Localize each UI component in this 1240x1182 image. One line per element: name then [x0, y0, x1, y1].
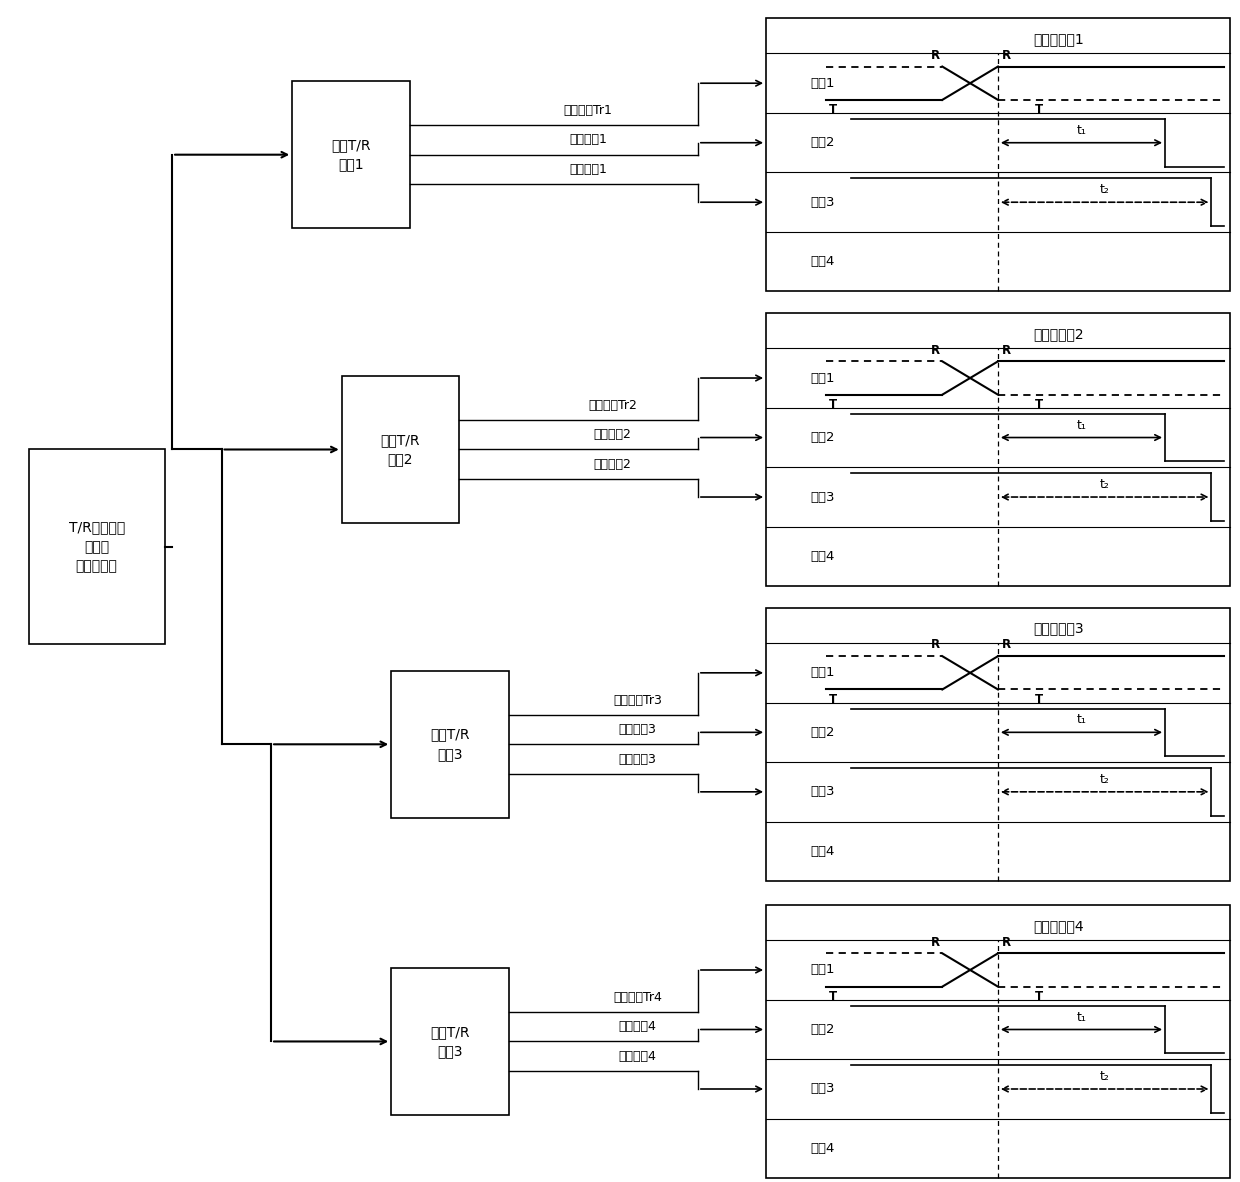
- Text: t₂: t₂: [1100, 1070, 1110, 1083]
- Text: 通道3: 通道3: [811, 785, 836, 798]
- Text: 数字示波器4: 数字示波器4: [1033, 918, 1084, 933]
- FancyBboxPatch shape: [766, 608, 1230, 881]
- FancyBboxPatch shape: [342, 376, 459, 524]
- Text: R: R: [1002, 344, 1011, 357]
- Text: 收发切换Tr4: 收发切换Tr4: [613, 991, 662, 1004]
- Text: 数字T/R
组件3: 数字T/R 组件3: [430, 1025, 470, 1058]
- Text: 数字T/R
组件1: 数字T/R 组件1: [331, 138, 371, 171]
- Text: 收发切换Tr3: 收发切换Tr3: [613, 694, 662, 707]
- Text: 通道2: 通道2: [811, 431, 836, 444]
- Text: 接收输出2: 接收输出2: [594, 457, 631, 470]
- Text: 通道3: 通道3: [811, 196, 836, 209]
- Text: 接收输出4: 接收输出4: [619, 1020, 656, 1033]
- Text: R: R: [1002, 638, 1011, 651]
- Text: T/R组件状态
控制器
（普通型）: T/R组件状态 控制器 （普通型）: [68, 520, 125, 573]
- Text: 通道2: 通道2: [811, 726, 836, 739]
- Text: 发射输出2: 发射输出2: [594, 428, 631, 441]
- Text: t₂: t₂: [1100, 479, 1110, 492]
- Text: 通道1: 通道1: [811, 963, 836, 976]
- Text: 接收输出1: 接收输出1: [569, 163, 606, 176]
- Text: T: T: [1035, 398, 1043, 411]
- Text: t₁: t₁: [1076, 418, 1086, 431]
- Text: 通道4: 通道4: [811, 255, 835, 268]
- Text: t₁: t₁: [1076, 714, 1086, 727]
- Text: R: R: [931, 638, 940, 651]
- Text: 通道1: 通道1: [811, 77, 836, 90]
- Text: 数字示波器2: 数字示波器2: [1033, 327, 1084, 340]
- FancyBboxPatch shape: [293, 82, 409, 228]
- Text: 发射输出3: 发射输出3: [619, 753, 656, 766]
- Text: t₂: t₂: [1100, 183, 1110, 196]
- Text: R: R: [1002, 48, 1011, 61]
- FancyBboxPatch shape: [391, 968, 508, 1115]
- Text: T: T: [1035, 103, 1043, 116]
- Text: 通道4: 通道4: [811, 550, 835, 563]
- Text: 通道3: 通道3: [811, 1083, 836, 1096]
- Text: T: T: [828, 991, 837, 1004]
- Text: T: T: [1035, 991, 1043, 1004]
- Text: 数字示波器3: 数字示波器3: [1033, 622, 1084, 636]
- Text: 通道4: 通道4: [811, 1142, 835, 1155]
- Text: T: T: [828, 103, 837, 116]
- FancyBboxPatch shape: [766, 904, 1230, 1178]
- FancyBboxPatch shape: [766, 18, 1230, 292]
- Text: 通道4: 通道4: [811, 845, 835, 858]
- Text: t₁: t₁: [1076, 1011, 1086, 1024]
- Text: 通道1: 通道1: [811, 371, 836, 384]
- Text: R: R: [1002, 936, 1011, 949]
- Text: 发射输出1: 发射输出1: [569, 134, 606, 147]
- Text: 发射输出4: 发射输出4: [619, 1050, 656, 1063]
- Text: 通道2: 通道2: [811, 136, 836, 149]
- Text: R: R: [931, 48, 940, 61]
- Text: t₂: t₂: [1100, 773, 1110, 786]
- Text: 通道1: 通道1: [811, 667, 836, 680]
- Text: t₁: t₁: [1076, 124, 1086, 137]
- FancyBboxPatch shape: [391, 670, 508, 818]
- Text: 通道3: 通道3: [811, 491, 836, 504]
- Text: 接收输出3: 接收输出3: [619, 723, 656, 736]
- Text: 数字示波器1: 数字示波器1: [1033, 32, 1084, 46]
- Text: T: T: [1035, 693, 1043, 706]
- Text: R: R: [931, 344, 940, 357]
- Text: 数字T/R
组件3: 数字T/R 组件3: [430, 728, 470, 761]
- Text: 收发切换Tr2: 收发切换Tr2: [588, 398, 637, 411]
- Text: 数字T/R
组件2: 数字T/R 组件2: [381, 433, 420, 466]
- Text: T: T: [828, 398, 837, 411]
- Text: 收发切换Tr1: 收发切换Tr1: [563, 104, 613, 117]
- Text: R: R: [931, 936, 940, 949]
- Text: 通道2: 通道2: [811, 1022, 836, 1035]
- Text: T: T: [828, 693, 837, 706]
- FancyBboxPatch shape: [29, 449, 165, 644]
- FancyBboxPatch shape: [766, 313, 1230, 586]
